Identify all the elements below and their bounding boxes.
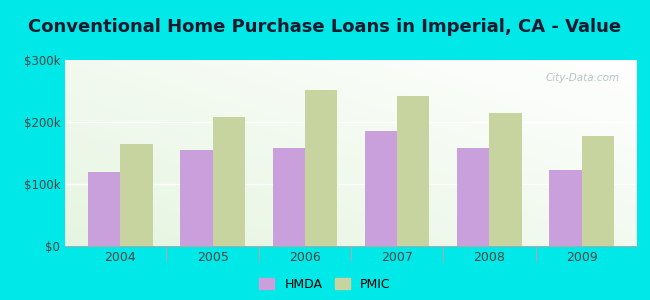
Text: Conventional Home Purchase Loans in Imperial, CA - Value: Conventional Home Purchase Loans in Impe… (29, 18, 621, 36)
Bar (549, 170, 582, 246)
Bar (582, 136, 614, 246)
Bar (88, 172, 120, 246)
Bar (180, 150, 213, 246)
Bar (365, 131, 397, 246)
Bar (489, 113, 522, 246)
Legend: HMDA, PMIC: HMDA, PMIC (259, 278, 391, 291)
Bar (457, 148, 489, 246)
Text: City-Data.com: City-Data.com (546, 73, 620, 83)
Bar (272, 148, 305, 246)
Bar (397, 96, 430, 246)
Bar (305, 90, 337, 246)
Bar (213, 117, 245, 246)
Bar (120, 144, 153, 246)
